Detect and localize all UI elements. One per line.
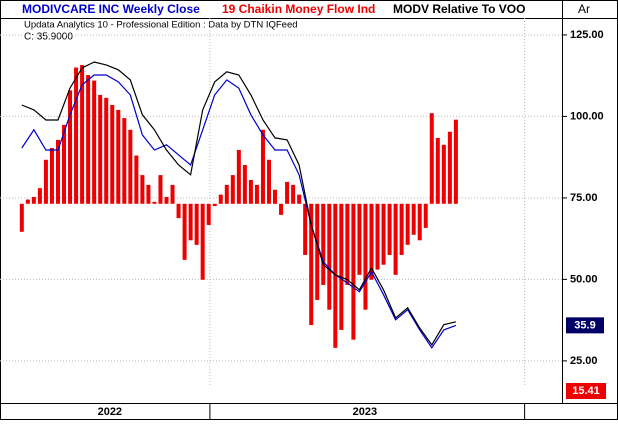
bar [236,150,241,204]
bar [230,175,235,204]
value-box [566,383,606,399]
y-tick-label: 50.00 [570,273,598,285]
last-close-label: 35.9 [574,319,595,331]
y-tick-label: 25.00 [570,355,598,367]
bar [393,203,398,275]
bar [176,203,181,219]
bar [411,203,416,235]
bar [104,97,109,204]
bar [321,203,326,285]
bar [55,139,60,204]
y-tick-label: 75.00 [570,192,598,204]
corner-label: Ar [578,2,590,16]
bar [92,80,97,204]
x-tick-label: 2022 [98,406,122,418]
bar [116,109,121,204]
bar [43,159,48,204]
bar [128,129,133,204]
bar [182,203,187,260]
bar [363,203,368,310]
bar [447,131,452,204]
bar [399,203,404,255]
bar [405,203,410,245]
bar [273,189,278,204]
bar [212,203,217,207]
bar [194,203,199,245]
bar [387,203,392,255]
bar [291,184,296,204]
bar [417,203,422,241]
bar [68,90,73,204]
marks: 125.00 100.00 75.00 50.00 25.00 2022 2023 35.9 1… [0,18,606,420]
cmf-last-label: 15.41 [572,385,600,397]
bar [266,159,271,204]
bar [279,203,284,215]
legend: MODIVCARE INC Weekly Close 19 Chaikin Mon… [22,2,525,16]
bar [423,203,428,228]
bar [351,203,356,340]
bar [86,75,91,204]
y-tick-label: 125.00 [570,29,604,41]
bar [152,201,157,204]
bar [260,129,265,204]
bar [170,184,175,204]
value-box [566,317,604,334]
bar [254,184,259,204]
bar [303,203,308,255]
bar [441,144,446,204]
bar [429,113,434,204]
bar [345,203,350,285]
bar [25,199,30,204]
bar [357,203,362,275]
bar [381,203,386,265]
bar [158,175,163,204]
annotation: C: 35.9000 [24,32,73,43]
bar [327,203,332,310]
bar [297,194,302,204]
bar [80,64,85,204]
bar [339,203,344,330]
bar [62,124,67,204]
bar [375,203,380,270]
bar [206,203,211,225]
bar [285,181,290,204]
legend-entry: MODIVCARE INC Weekly Close [22,2,200,16]
bar [248,179,253,204]
line [21,74,457,349]
legend-entry: MODV Relative To VOO [393,2,525,16]
bar [134,155,139,204]
bar [164,196,169,204]
subtitle: Updata Analytics 10 - Professional Editi… [24,20,298,31]
y-tick-label: 100.00 [570,110,604,122]
bar [333,203,338,348]
bar [435,137,440,204]
bar [146,184,151,204]
x-tick-label: 2023 [353,406,377,418]
bar [140,175,145,204]
bar [315,203,320,300]
bar [200,203,205,280]
bar [453,119,458,204]
bar [224,184,229,204]
bar [122,118,127,204]
bar [31,196,36,204]
bar [309,203,314,326]
bar [37,188,42,204]
bar [188,203,193,241]
line [21,61,457,346]
bar [19,203,24,232]
legend-entry: 19 Chaikin Money Flow Ind [222,2,375,16]
bar [49,148,54,204]
bar [218,194,223,204]
bar [98,94,103,204]
bar [110,105,115,204]
bar [242,164,247,204]
bar [369,203,374,280]
bar [74,67,79,204]
